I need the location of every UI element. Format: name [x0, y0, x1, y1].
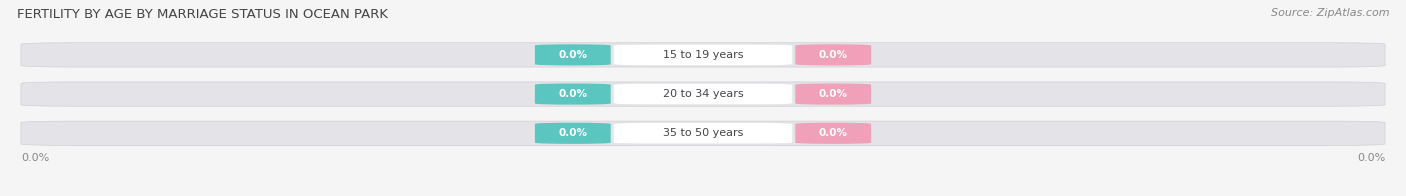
- FancyBboxPatch shape: [21, 43, 1385, 67]
- Text: 0.0%: 0.0%: [558, 50, 588, 60]
- Text: 0.0%: 0.0%: [558, 128, 588, 138]
- Text: 0.0%: 0.0%: [818, 89, 848, 99]
- FancyBboxPatch shape: [534, 123, 610, 144]
- FancyBboxPatch shape: [613, 44, 793, 65]
- Text: 0.0%: 0.0%: [818, 128, 848, 138]
- Text: FERTILITY BY AGE BY MARRIAGE STATUS IN OCEAN PARK: FERTILITY BY AGE BY MARRIAGE STATUS IN O…: [17, 8, 388, 21]
- Text: 0.0%: 0.0%: [558, 89, 588, 99]
- FancyBboxPatch shape: [21, 121, 1385, 145]
- FancyBboxPatch shape: [613, 83, 793, 105]
- FancyBboxPatch shape: [21, 82, 1385, 106]
- FancyBboxPatch shape: [534, 83, 610, 105]
- FancyBboxPatch shape: [613, 123, 793, 144]
- FancyBboxPatch shape: [796, 83, 872, 105]
- Text: 15 to 19 years: 15 to 19 years: [662, 50, 744, 60]
- Text: 0.0%: 0.0%: [818, 50, 848, 60]
- Text: 0.0%: 0.0%: [21, 153, 49, 163]
- Text: 35 to 50 years: 35 to 50 years: [662, 128, 744, 138]
- Text: 20 to 34 years: 20 to 34 years: [662, 89, 744, 99]
- FancyBboxPatch shape: [796, 44, 872, 65]
- FancyBboxPatch shape: [796, 123, 872, 144]
- Text: 0.0%: 0.0%: [1357, 153, 1385, 163]
- Text: Source: ZipAtlas.com: Source: ZipAtlas.com: [1271, 8, 1389, 18]
- FancyBboxPatch shape: [534, 44, 610, 65]
